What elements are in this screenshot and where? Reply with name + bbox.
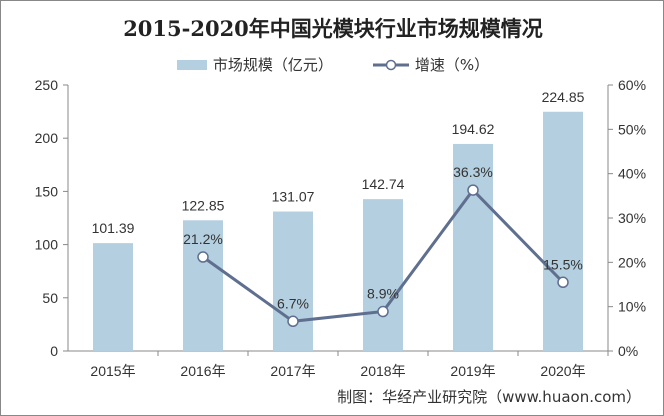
growth-point — [467, 184, 479, 196]
legend-item-line: 增速（%） — [372, 54, 490, 75]
bar — [183, 220, 223, 351]
left-tick-label: 250 — [35, 77, 59, 93]
x-tick-label: 2019年 — [450, 363, 495, 379]
legend: 市场规模（亿元） 增速（%） — [1, 54, 663, 75]
growth-data-label: 15.5% — [543, 256, 583, 272]
growth-data-label: 36.3% — [453, 164, 493, 180]
source-note: 制图：华经产业研究院（www.huaon.com） — [337, 388, 641, 406]
bar-data-label: 101.39 — [92, 220, 135, 236]
bar — [363, 199, 403, 351]
left-tick-label: 200 — [35, 130, 59, 146]
right-tick-label: 40% — [618, 166, 646, 182]
growth-data-label: 6.7% — [277, 295, 309, 311]
growth-point — [557, 276, 569, 289]
right-tick-label: 0% — [618, 343, 638, 359]
right-tick-label: 30% — [618, 210, 646, 226]
x-tick-label: 2017年 — [270, 363, 315, 379]
bar-data-label: 194.62 — [452, 121, 495, 137]
x-tick-label: 2016年 — [180, 363, 225, 379]
right-tick-label: 10% — [618, 299, 646, 315]
left-tick-label: 150 — [35, 183, 59, 199]
bar — [273, 211, 313, 351]
growth-data-label: 8.9% — [367, 286, 399, 302]
x-tick-label: 2015年 — [90, 363, 135, 379]
legend-bar-swatch — [176, 59, 207, 70]
right-tick-label: 50% — [618, 121, 646, 137]
left-tick-label: 100 — [35, 237, 59, 253]
chart-title: 2015-2020年中国光模块行业市场规模情况 — [123, 16, 543, 41]
growth-data-label: 21.2% — [183, 231, 223, 247]
x-tick-label: 2020年 — [540, 363, 585, 379]
left-tick-label: 50 — [42, 290, 58, 306]
bar-data-label: 224.85 — [542, 89, 585, 105]
bar — [543, 111, 583, 351]
bar-data-label: 122.85 — [182, 197, 225, 213]
x-tick-label: 2018年 — [360, 363, 405, 379]
bar-data-label: 131.07 — [272, 189, 315, 205]
growth-point — [377, 305, 389, 318]
legend-item-bar: 市场规模（亿元） — [176, 54, 333, 75]
legend-line-label: 增速（%） — [414, 56, 490, 74]
left-tick-label: 0 — [50, 343, 58, 359]
bar — [453, 143, 493, 351]
legend-line-swatch — [372, 59, 409, 70]
growth-point — [287, 315, 299, 328]
legend-bar-label: 市场规模（亿元） — [212, 56, 333, 74]
growth-point — [197, 251, 209, 263]
bar-data-label: 142.74 — [362, 176, 405, 192]
right-tick-label: 60% — [618, 77, 646, 93]
bar — [93, 243, 133, 351]
right-tick-label: 20% — [618, 254, 646, 270]
